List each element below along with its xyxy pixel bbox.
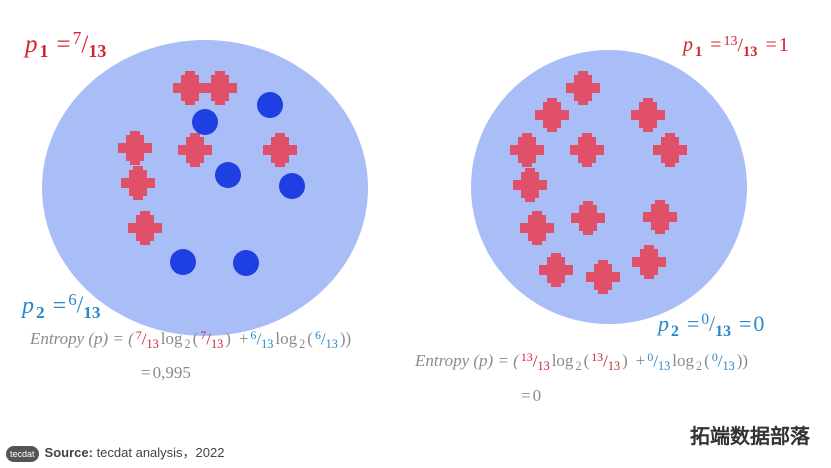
formula-token: /: [206, 329, 211, 349]
formula-token: /: [709, 311, 716, 336]
formula-token: )): [736, 351, 749, 371]
formula-token: 2: [671, 322, 679, 340]
formula-token: 6: [68, 290, 77, 309]
left-set: [42, 40, 368, 336]
right-p1: p 1 = 13/13 = 1: [683, 34, 791, 61]
left-p2: p 2 = 6/13: [22, 290, 103, 323]
formula-token: 13: [607, 359, 621, 374]
formula-token: 13: [743, 43, 758, 60]
formula-token: 2: [36, 302, 45, 322]
formula-token: 13: [715, 322, 731, 340]
formula-token: p: [658, 311, 669, 336]
formula-token: log: [672, 351, 695, 371]
left-p1: p 1 = 7/13: [25, 28, 108, 62]
formula-token: /: [532, 351, 538, 371]
formula-token: p: [25, 30, 38, 58]
formula-token: =: [52, 292, 67, 319]
formula-token: +: [635, 351, 646, 371]
right-result: = 0: [515, 386, 543, 406]
footer: tecdat Source: tecdat analysis，2022: [6, 442, 224, 462]
formula-token: 13: [520, 350, 533, 364]
formula-token: (: [307, 329, 313, 349]
formula-token: (: [704, 351, 710, 371]
formula-token: 0: [647, 350, 654, 364]
formula-token: /: [141, 329, 147, 349]
formula-token: =: [686, 311, 700, 336]
formula-token: /: [256, 329, 262, 349]
formula-token: 0: [753, 311, 765, 336]
formula-token: /: [737, 34, 744, 57]
formula-token: 6: [250, 328, 257, 342]
formula-token: (: [192, 329, 199, 349]
formula-token: 2: [299, 337, 306, 352]
formula-token: )): [339, 329, 352, 349]
formula-token: 13: [325, 337, 338, 352]
formula-token: 0,995: [152, 363, 191, 382]
source-text: tecdat analysis，2022: [96, 445, 225, 460]
formula-token: Entropy (p) = (: [30, 329, 134, 349]
formula-token: 13: [658, 359, 671, 374]
formula-token: 13: [722, 359, 735, 374]
formula-token: log: [275, 329, 298, 349]
formula-token: 13: [146, 337, 159, 352]
formula-token: 13: [591, 350, 604, 364]
formula-token: Entropy (p) = (: [415, 351, 519, 371]
formula-token: 13: [83, 302, 101, 322]
watermark: 拓端数据部落: [690, 424, 810, 448]
formula-token: 1: [778, 34, 789, 57]
formula-token: 7: [135, 328, 142, 342]
formula-token: =: [765, 34, 777, 57]
formula-token: 13: [537, 359, 550, 374]
formula-token: /: [653, 351, 659, 371]
formula-token: log: [160, 329, 183, 349]
formula-token: 7: [200, 328, 207, 342]
formula-token: /: [76, 292, 84, 319]
formula-token: ): [622, 351, 628, 371]
formula-token: 7: [72, 28, 82, 48]
formula-token: 13: [261, 337, 274, 352]
formula-token: 0: [711, 350, 718, 364]
formula-token: p: [22, 292, 34, 319]
formula-token: =: [739, 311, 752, 336]
formula-token: =: [521, 386, 531, 405]
formula-token: ): [225, 329, 231, 349]
left-entropy: Entropy (p) = (7/13 log 2(7/13) +6/13 log 2(6…: [30, 328, 353, 352]
left-result: = 0,995: [135, 363, 193, 383]
formula-token: =: [56, 30, 71, 58]
formula-token: /: [320, 329, 326, 349]
formula-token: 13: [723, 34, 738, 49]
logo: tecdat: [6, 446, 39, 462]
formula-token: p: [683, 34, 693, 57]
formula-token: 2: [575, 359, 582, 374]
formula-token: /: [81, 30, 89, 58]
formula-token: 2: [184, 337, 191, 352]
formula-token: 0: [532, 386, 542, 405]
source-label: Source:: [44, 445, 93, 460]
formula-token: 2: [696, 359, 703, 374]
formula-token: +: [238, 329, 249, 349]
formula-token: 13: [210, 337, 224, 352]
formula-token: /: [603, 351, 608, 371]
formula-token: log: [551, 351, 574, 371]
right-entropy: Entropy (p) = (13/13 log 2(13/13) +0/13 log 2…: [415, 350, 750, 374]
left-dots: [170, 92, 305, 276]
formula-token: 6: [314, 328, 321, 342]
formula-token: 1: [39, 41, 49, 62]
formula-token: 13: [88, 41, 107, 62]
formula-token: /: [717, 351, 723, 371]
formula-token: (: [583, 351, 590, 371]
right-p2: p 2 = 0/13 =0: [658, 311, 766, 341]
formula-token: 0: [701, 311, 710, 329]
formula-token: =: [710, 34, 722, 57]
formula-token: =: [141, 363, 151, 382]
formula-token: 1: [695, 43, 703, 60]
